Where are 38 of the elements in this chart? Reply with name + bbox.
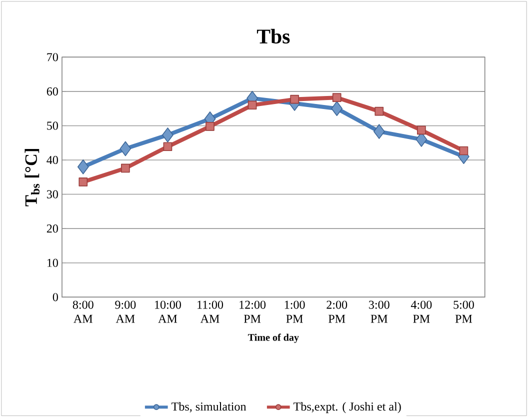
y-tick-label: 70 xyxy=(47,53,58,62)
point xyxy=(248,100,257,110)
x-axis-title: Time of day xyxy=(248,334,299,343)
x-tick-label: 2:00 PM xyxy=(326,300,348,323)
y-tick-label: 50 xyxy=(47,122,58,130)
x-tick-label: 12:00 PM xyxy=(240,300,266,323)
x-tick-label: 9:00 AM xyxy=(115,300,136,323)
x-tick-label: 5:00 PM xyxy=(454,300,474,323)
chart-title: Tbs xyxy=(256,28,290,44)
legend-label: Tbs,expt. ( Joshi et al) xyxy=(294,402,401,414)
point xyxy=(417,126,426,135)
legend-label: Tbs, simulation xyxy=(172,402,246,412)
y-tick-label: 20 xyxy=(46,224,58,233)
point xyxy=(206,122,214,131)
y-tick-label: 60 xyxy=(46,87,58,96)
point xyxy=(163,142,172,151)
point xyxy=(331,101,343,116)
y-tick-label: 10 xyxy=(47,258,58,267)
point xyxy=(332,93,342,102)
point xyxy=(374,106,384,116)
point xyxy=(162,127,174,142)
y-tick-label: 40 xyxy=(46,156,58,164)
point xyxy=(77,159,89,174)
point xyxy=(120,141,132,156)
y-tick-label: 30 xyxy=(46,190,58,198)
point xyxy=(78,177,88,186)
x-tick-label: 8:00 AM xyxy=(72,300,94,323)
x-tick-label: 4:00 PM xyxy=(410,300,432,323)
x-tick-label: 3:00 PM xyxy=(369,300,390,323)
point xyxy=(290,94,299,104)
x-tick-label: 10:00 AM xyxy=(155,300,181,323)
point xyxy=(459,146,468,156)
x-tick-label: 1:00 PM xyxy=(284,300,305,323)
y-tick-label: 0 xyxy=(52,293,58,302)
x-tick-label: 11:00 AM xyxy=(198,300,224,323)
y-axis-title: T$_{bs}$ [°C] xyxy=(24,148,40,206)
point xyxy=(373,124,385,139)
point xyxy=(121,164,130,173)
